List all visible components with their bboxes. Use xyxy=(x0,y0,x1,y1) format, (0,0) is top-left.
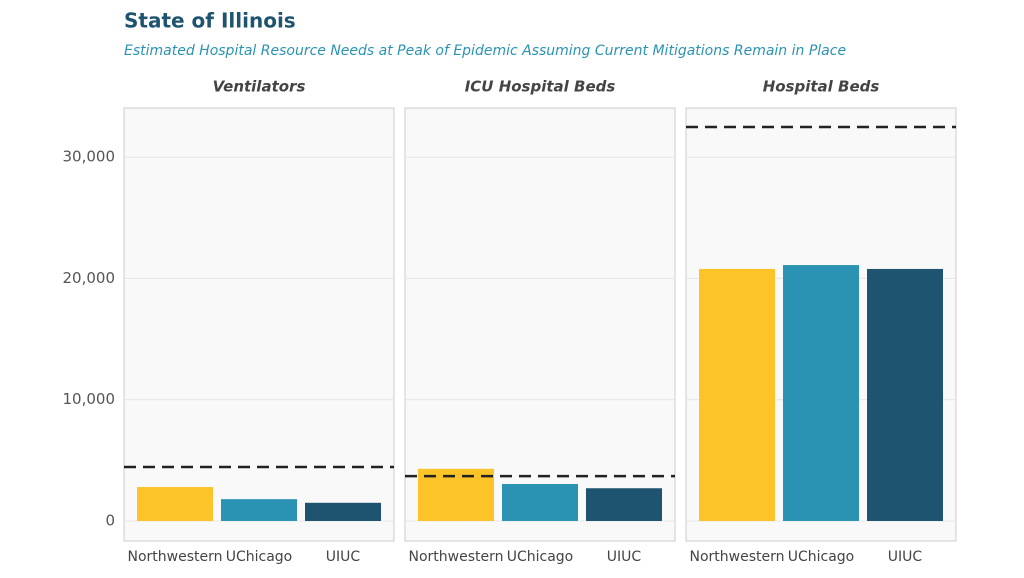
panel-title: Hospital Beds xyxy=(763,78,880,96)
bar xyxy=(783,265,859,521)
x-tick-label: UChicago xyxy=(507,549,574,565)
panel-title: Ventilators xyxy=(213,78,306,96)
y-tick-label: 30,000 xyxy=(63,148,116,166)
bar xyxy=(221,499,297,521)
x-tick-label: Northwestern xyxy=(690,549,785,565)
bar xyxy=(699,268,775,521)
bar xyxy=(137,487,213,521)
bar xyxy=(418,468,494,521)
x-tick-label: UIUC xyxy=(326,549,361,565)
bar xyxy=(867,268,943,521)
chart-title: State of Illinois xyxy=(124,9,296,33)
x-tick-label: UIUC xyxy=(888,549,923,565)
chart-subtitle: Estimated Hospital Resource Needs at Pea… xyxy=(124,43,846,59)
x-tick-label: Northwestern xyxy=(409,549,504,565)
x-tick-label: UIUC xyxy=(607,549,642,565)
x-tick-label: UChicago xyxy=(788,549,855,565)
x-tick-label: Northwestern xyxy=(128,549,223,565)
bar xyxy=(305,502,381,521)
y-tick-label: 10,000 xyxy=(63,390,116,408)
bar xyxy=(586,488,662,521)
bar xyxy=(502,483,578,521)
panel-title: ICU Hospital Beds xyxy=(465,78,616,96)
y-tick-label: 0 xyxy=(105,511,115,529)
x-tick-label: UChicago xyxy=(226,549,293,565)
y-tick-label: 20,000 xyxy=(63,269,116,287)
panel-background xyxy=(123,107,395,542)
